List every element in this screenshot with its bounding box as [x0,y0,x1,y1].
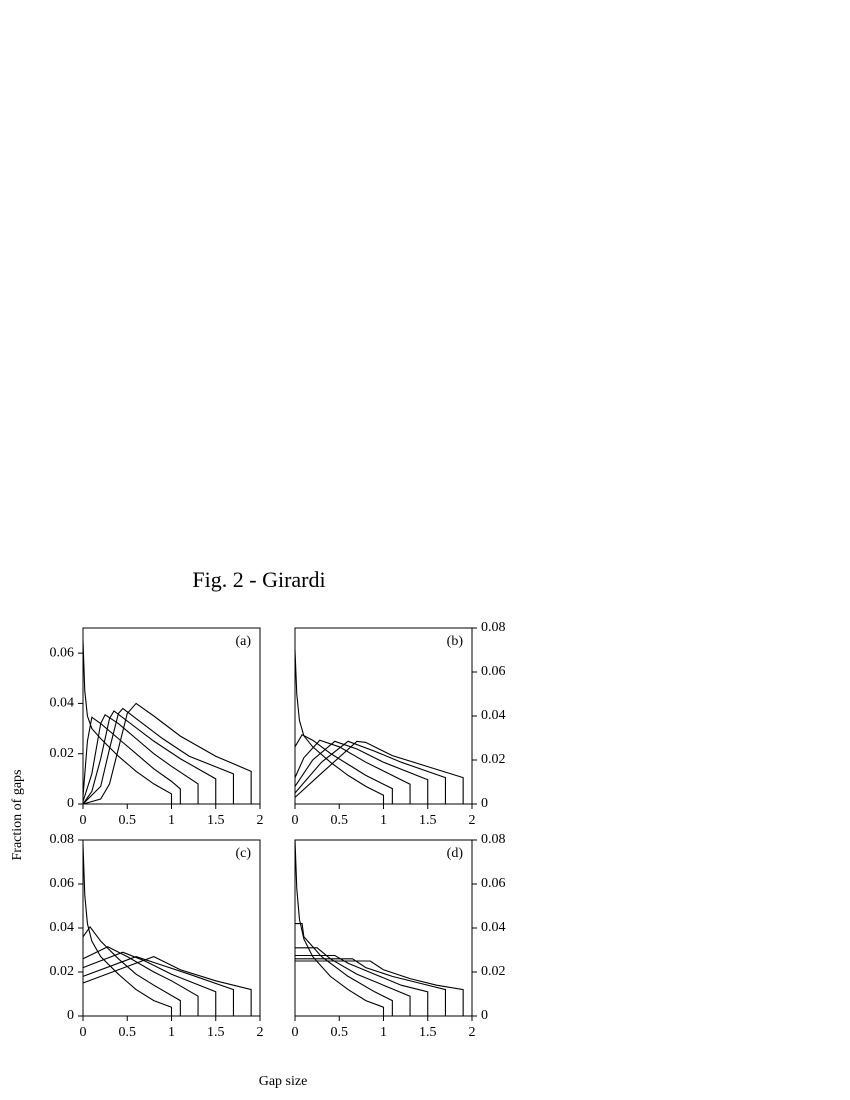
curve [294,740,446,804]
x-tick-label: 1.5 [419,813,437,828]
panel-label: (a) [235,634,251,649]
y-tick-label: 0.04 [481,708,506,723]
curve [82,844,173,1016]
y-tick-label: 0 [481,1008,488,1023]
curve [82,956,234,1016]
curve [82,956,252,1016]
curve [294,739,411,804]
curve [295,947,411,1016]
curve [82,713,199,804]
figure-title: Fig. 2 - Girardi [192,567,325,592]
panel-label: (d) [447,846,464,861]
x-tick-label: 0 [292,813,299,828]
curve [82,640,173,804]
curve [294,740,429,804]
x-tick-label: 2 [257,813,264,828]
x-tick-label: 1 [168,813,175,828]
panel-label: (b) [447,634,464,649]
x-tick-label: 1 [380,1025,387,1040]
curve [295,923,393,1016]
y-tick-label: 0.06 [50,645,75,660]
curve [82,707,234,805]
y-tick-label: 0.08 [481,832,506,847]
x-tick-label: 0.5 [119,1025,137,1040]
curve [294,740,464,804]
x-tick-label: 2 [469,813,476,828]
curve [82,710,217,805]
x-tick-label: 1.5 [207,813,225,828]
curve [294,839,385,1016]
x-tick-label: 1 [380,813,387,828]
x-axis-label: Gap size [259,1074,308,1089]
x-tick-label: 1.5 [419,1025,437,1040]
curve [82,951,217,1016]
panel-label: (c) [235,846,251,861]
x-tick-label: 2 [257,1025,264,1040]
y-tick-label: 0.08 [50,832,75,847]
x-tick-label: 0 [80,1025,87,1040]
curve [295,960,464,1016]
y-tick-label: 0.06 [481,664,506,679]
x-tick-label: 0 [292,1025,299,1040]
y-tick-label: 0 [67,796,74,811]
curve [82,716,181,804]
y-tick-label: 0.04 [481,920,506,935]
x-tick-label: 0.5 [331,1025,349,1040]
x-tick-label: 1.5 [207,1025,225,1040]
x-tick-label: 0.5 [119,813,137,828]
y-tick-label: 0.04 [50,920,75,935]
y-tick-label: 0.06 [50,876,75,891]
curve [294,649,385,804]
curve [295,954,429,1016]
x-tick-label: 1 [168,1025,175,1040]
y-tick-label: 0 [67,1008,74,1023]
x-tick-label: 0.5 [331,813,349,828]
curve [294,733,393,804]
y-tick-label: 0.08 [481,620,506,635]
y-tick-label: 0.02 [481,964,506,979]
y-tick-label: 0.02 [50,964,75,979]
y-tick-label: 0.06 [481,876,506,891]
y-axis-label: Fraction of gaps [10,770,25,861]
y-tick-label: 0 [481,796,488,811]
x-tick-label: 2 [469,1025,476,1040]
y-tick-label: 0.02 [50,746,75,761]
y-tick-label: 0.02 [481,752,506,767]
curve [82,946,199,1016]
curve [82,702,252,805]
x-tick-label: 0 [80,813,87,828]
curve [295,958,446,1016]
y-tick-label: 0.04 [50,696,75,711]
